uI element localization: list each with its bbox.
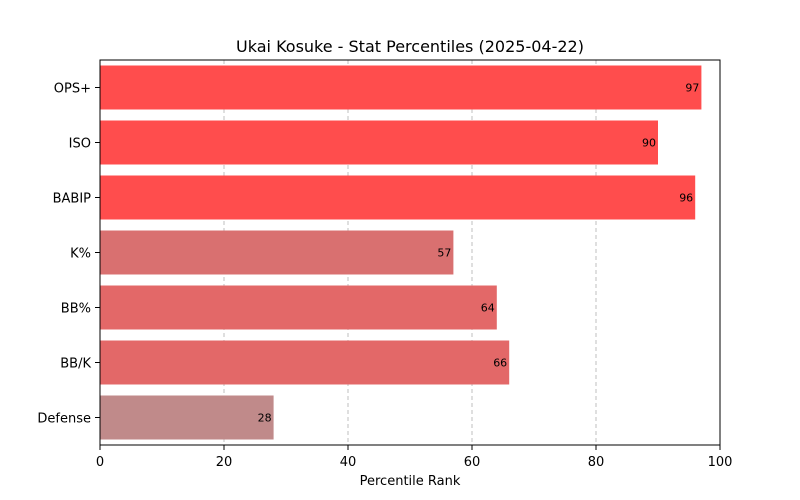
chart-title: Ukai Kosuke - Stat Percentiles (2025-04-… [236,37,584,56]
data-label: 64 [481,302,495,315]
y-tick-label: BB% [61,302,91,317]
bar-bb- [100,285,497,330]
y-tick-label: OPS+ [54,82,91,97]
y-tick-label: Defense [37,412,91,427]
bar-k- [100,230,454,275]
plot-frame [99,59,721,446]
x-tick-label: 100 [708,455,733,470]
x-tick-label: 40 [340,455,357,470]
bar-babip [100,175,696,220]
bar-bb-k [100,340,510,385]
x-tick-label: 20 [216,455,233,470]
bars: 97 90 96 57 64 66 28 [100,65,702,440]
bar-ops- [100,65,702,110]
data-label: 97 [685,82,699,95]
y-tick-label: ISO [69,137,91,152]
data-label: 96 [679,192,693,205]
y-tick-label: K% [70,247,91,262]
data-label: 57 [437,247,451,260]
y-tick-label: BABIP [53,192,92,207]
y-tick-label: BB/K [60,357,91,372]
x-tick-label: 0 [96,455,104,470]
y-tick-labels: OPS+ ISO BABIP K% BB% BB/K Defense [37,82,100,427]
data-label: 28 [258,412,272,425]
bar-iso [100,120,658,165]
bar-defense [100,395,274,440]
x-tick-label: 80 [588,455,605,470]
x-ticks: 0 20 40 60 80 100 [96,445,733,470]
x-axis-label: Percentile Rank [360,474,461,489]
data-label: 66 [493,357,507,370]
data-label: 90 [642,137,656,150]
x-tick-label: 60 [464,455,481,470]
